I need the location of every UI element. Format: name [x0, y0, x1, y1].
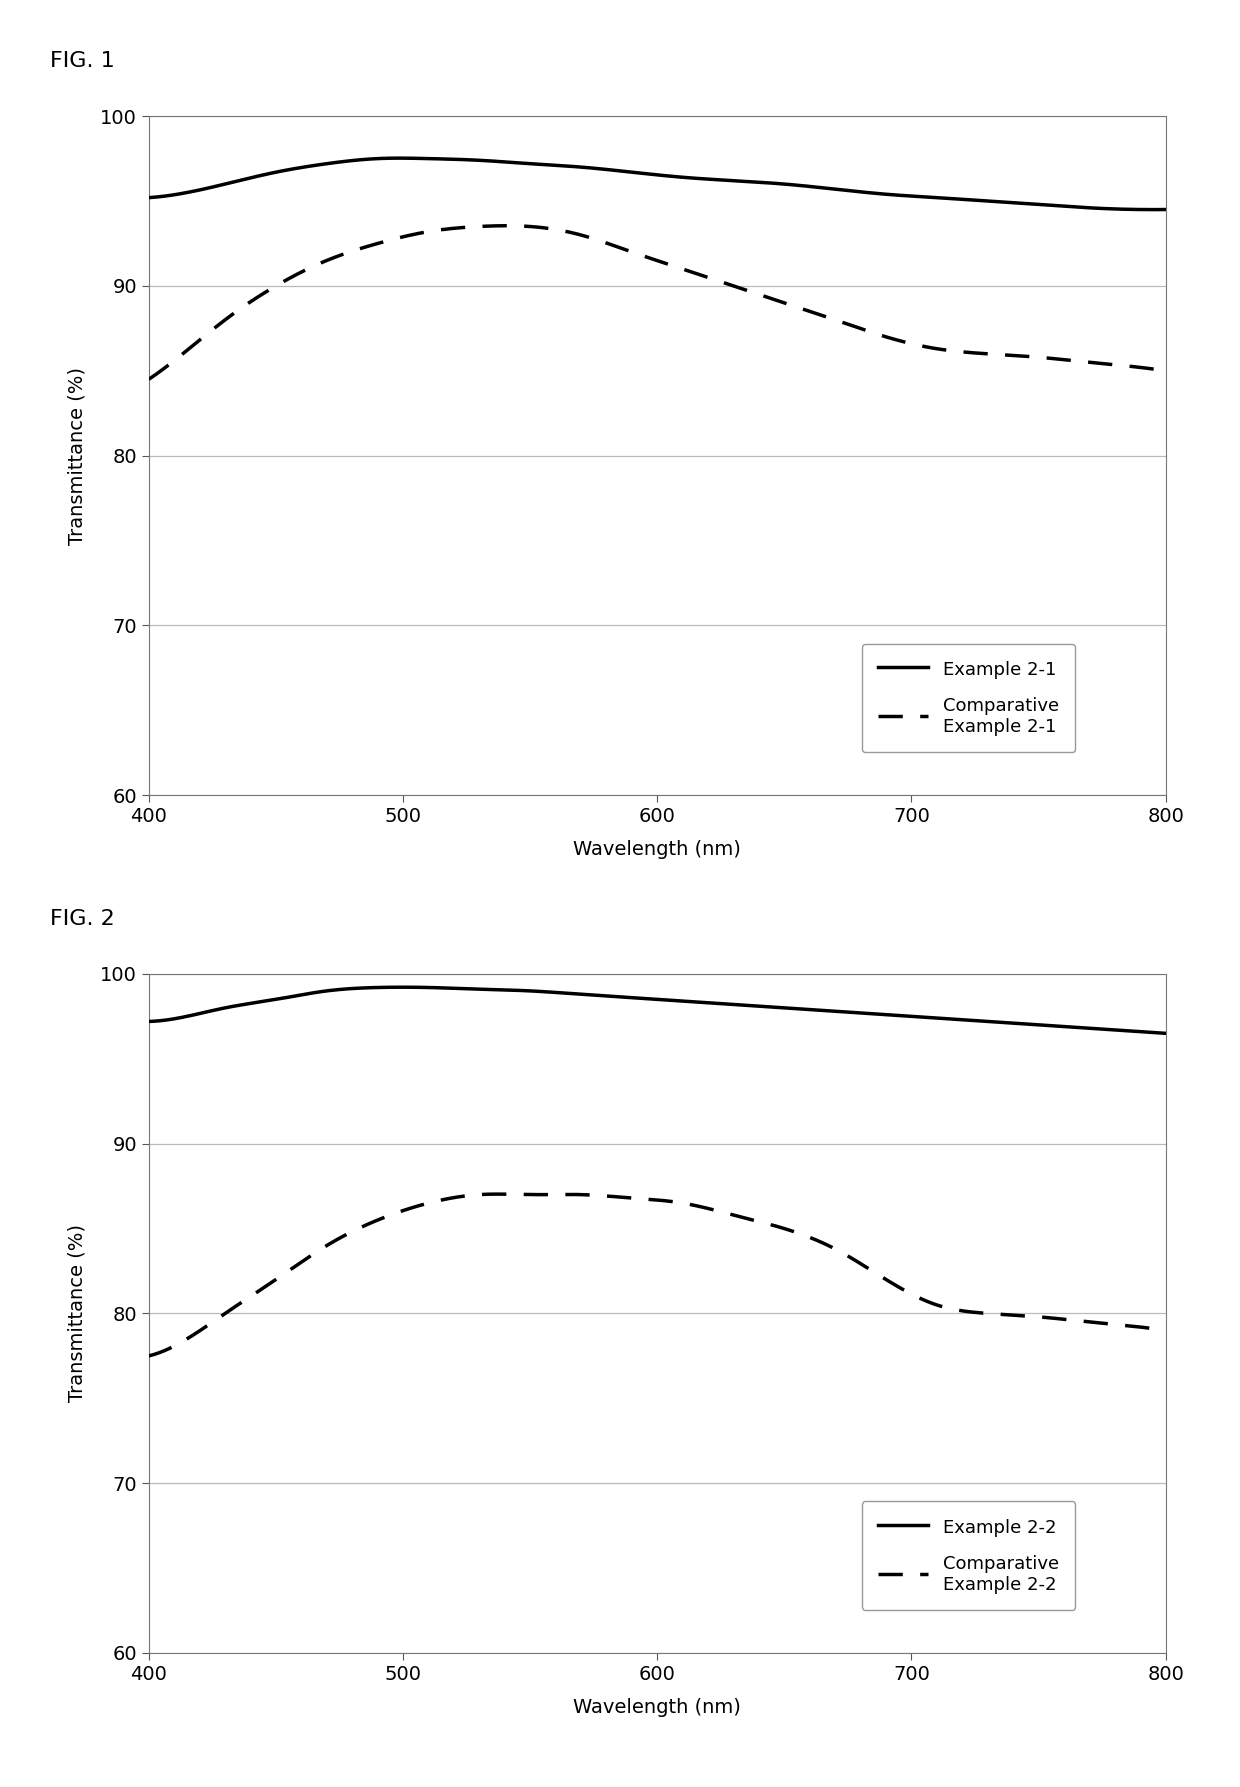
Y-axis label: Transmittance (%): Transmittance (%) [67, 366, 87, 545]
Legend: Example 2-1, Comparative
Example 2-1: Example 2-1, Comparative Example 2-1 [862, 643, 1075, 752]
Y-axis label: Transmittance (%): Transmittance (%) [67, 1224, 87, 1403]
Text: FIG. 2: FIG. 2 [50, 910, 114, 929]
Text: FIG. 1: FIG. 1 [50, 52, 114, 71]
X-axis label: Wavelength (nm): Wavelength (nm) [573, 840, 742, 860]
X-axis label: Wavelength (nm): Wavelength (nm) [573, 1698, 742, 1717]
Legend: Example 2-2, Comparative
Example 2-2: Example 2-2, Comparative Example 2-2 [862, 1501, 1075, 1610]
